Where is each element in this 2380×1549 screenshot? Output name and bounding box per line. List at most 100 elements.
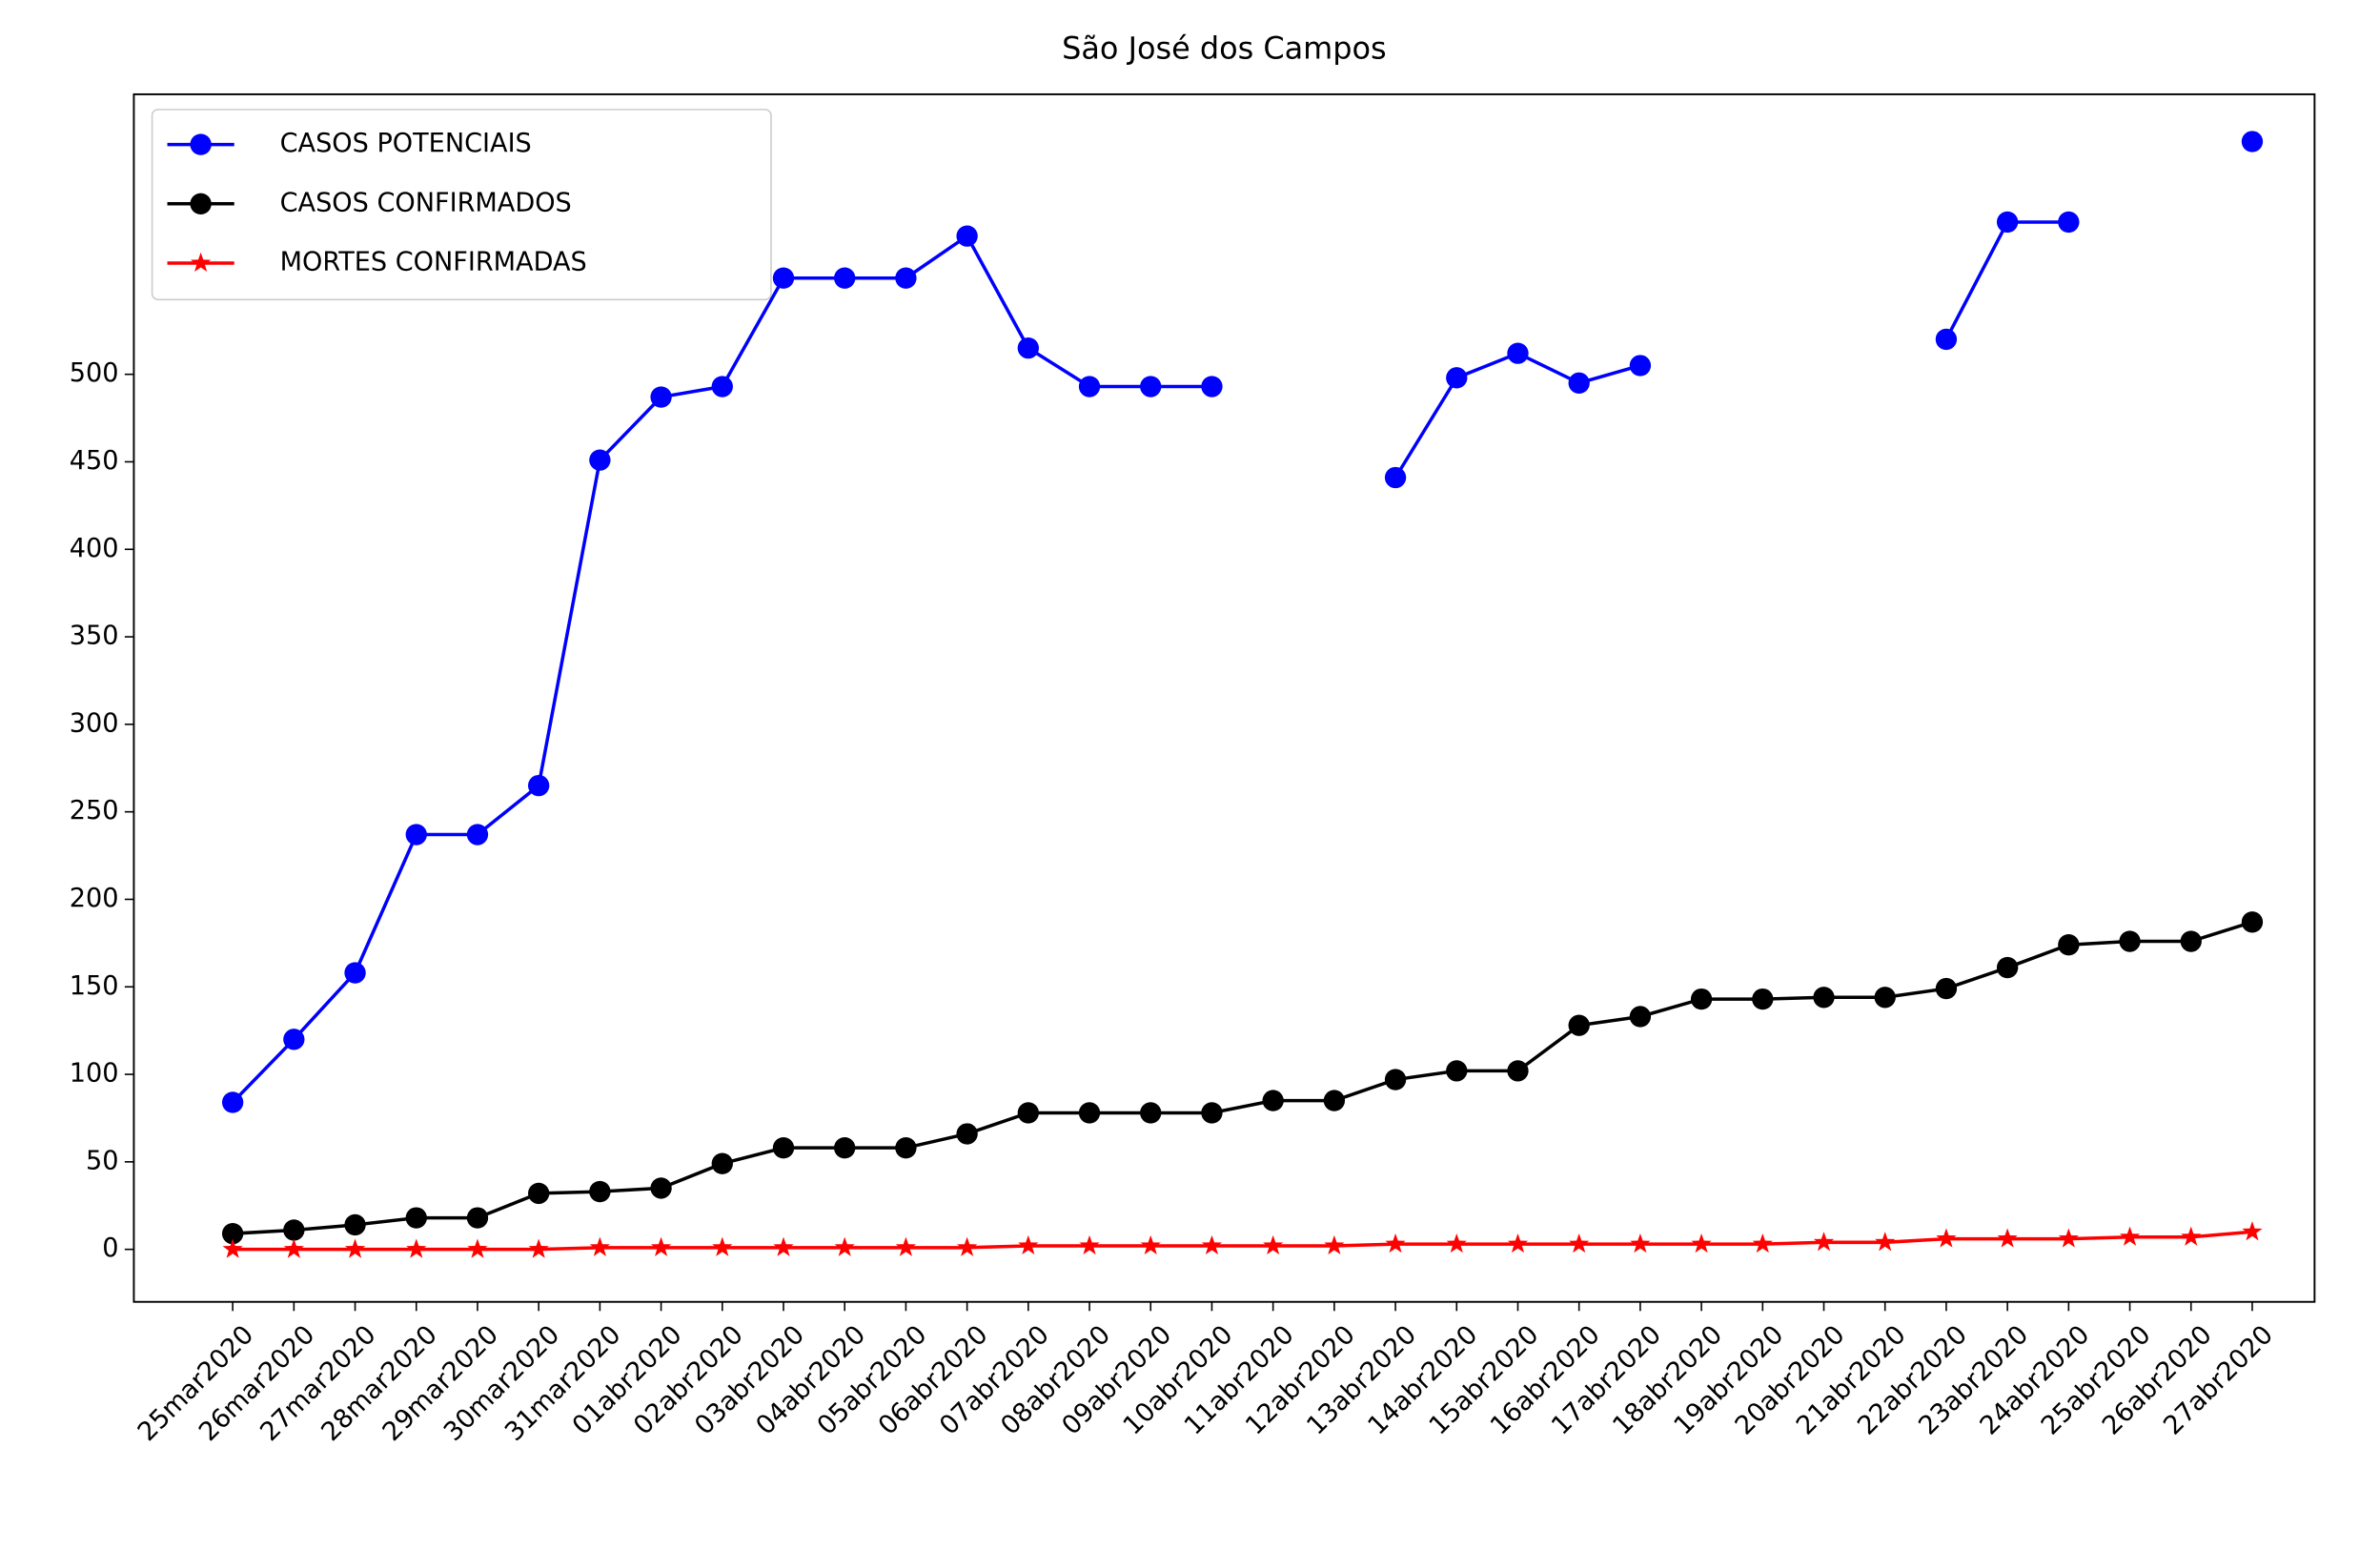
- marker: [1630, 1233, 1651, 1253]
- marker: [1078, 1102, 1101, 1124]
- marker: [2181, 1226, 2202, 1246]
- marker: [1324, 1234, 1345, 1255]
- marker: [773, 1236, 794, 1256]
- marker: [1935, 977, 1958, 1000]
- marker: [1384, 1069, 1407, 1090]
- marker: [1201, 1102, 1223, 1124]
- marker: [344, 1213, 366, 1236]
- marker: [221, 1222, 244, 1245]
- marker: [2180, 930, 2202, 952]
- marker: [466, 824, 489, 846]
- marker: [221, 1091, 244, 1113]
- marker: [650, 1177, 672, 1199]
- marker: [283, 1238, 304, 1258]
- legend-label: CASOS POTENCIAIS: [280, 129, 532, 158]
- marker: [650, 1236, 672, 1256]
- marker: [190, 133, 212, 155]
- marker: [2058, 934, 2080, 956]
- marker: [1140, 1102, 1162, 1124]
- legend-box: [151, 109, 772, 301]
- marker: [1813, 1232, 1835, 1252]
- series-line: [233, 1230, 2253, 1252]
- legend-label: MORTES CONFIRMADAS: [280, 248, 587, 277]
- marker: [406, 1238, 427, 1258]
- marker: [191, 252, 212, 273]
- marker: [1752, 988, 1774, 1010]
- y-tick-label: 350: [70, 622, 119, 651]
- marker: [1507, 342, 1529, 364]
- marker: [895, 1236, 917, 1256]
- marker: [895, 1137, 917, 1159]
- marker: [589, 449, 611, 471]
- y-tick-label: 0: [102, 1233, 118, 1263]
- chart-title: São José dos Campos: [1062, 31, 1386, 67]
- marker: [834, 1137, 856, 1159]
- marker: [1568, 1014, 1590, 1036]
- marker: [711, 376, 733, 397]
- marker: [834, 267, 856, 289]
- marker: [1997, 1228, 2018, 1248]
- marker: [405, 1207, 427, 1229]
- marker: [772, 267, 795, 289]
- y-tick-label: 50: [86, 1146, 119, 1175]
- marker: [1507, 1233, 1529, 1253]
- marker: [1140, 1234, 1161, 1255]
- y-tick-label: 200: [70, 884, 119, 913]
- marker: [1813, 987, 1835, 1009]
- marker: [1996, 956, 2019, 979]
- marker: [528, 1238, 549, 1258]
- y-tick-label: 150: [70, 971, 119, 1001]
- marker: [711, 1152, 733, 1174]
- marker: [1690, 988, 1713, 1010]
- marker: [1384, 466, 1407, 489]
- marker: [1140, 376, 1162, 397]
- marker: [1507, 1060, 1529, 1082]
- marker: [528, 1182, 550, 1205]
- marker: [1078, 376, 1101, 397]
- marker: [1079, 1234, 1100, 1255]
- marker: [283, 1219, 305, 1241]
- marker: [1936, 1228, 1957, 1248]
- marker: [1874, 987, 1896, 1009]
- marker: [1446, 1233, 1467, 1253]
- marker: [2241, 911, 2264, 933]
- y-tick-label: 300: [70, 708, 119, 738]
- marker: [2241, 131, 2264, 153]
- marker: [405, 824, 427, 846]
- marker: [1446, 1060, 1468, 1082]
- marker: [1629, 355, 1652, 377]
- marker: [222, 1238, 243, 1258]
- marker: [1323, 1090, 1346, 1111]
- series-line: [233, 920, 2253, 1235]
- y-tick-label: 450: [70, 446, 119, 476]
- marker: [589, 1236, 610, 1256]
- marker: [2119, 1226, 2141, 1246]
- y-tick-label: 500: [70, 358, 119, 388]
- y-tick-label: 250: [70, 796, 119, 825]
- marker: [1691, 1233, 1712, 1253]
- plot-frame: [132, 92, 2316, 1303]
- y-tick-label: 100: [70, 1059, 119, 1089]
- marker: [283, 1029, 305, 1050]
- marker: [2058, 211, 2080, 234]
- marker: [190, 193, 212, 214]
- y-tick-label: 400: [70, 534, 119, 563]
- marker: [1752, 1233, 1773, 1253]
- marker: [1017, 336, 1039, 359]
- marker: [712, 1236, 733, 1256]
- legend-label: CASOS CONFIRMADOS: [280, 188, 572, 217]
- marker: [1996, 211, 2019, 234]
- marker: [344, 1238, 366, 1258]
- marker: [834, 1236, 855, 1256]
- marker: [1018, 1234, 1039, 1255]
- marker: [344, 962, 366, 984]
- marker: [1201, 1234, 1223, 1255]
- marker: [2058, 1228, 2079, 1248]
- marker: [956, 1123, 978, 1145]
- marker: [2242, 1221, 2263, 1241]
- marker: [772, 1137, 795, 1159]
- marker: [1568, 372, 1590, 395]
- marker: [1385, 1233, 1406, 1253]
- marker: [1262, 1090, 1284, 1111]
